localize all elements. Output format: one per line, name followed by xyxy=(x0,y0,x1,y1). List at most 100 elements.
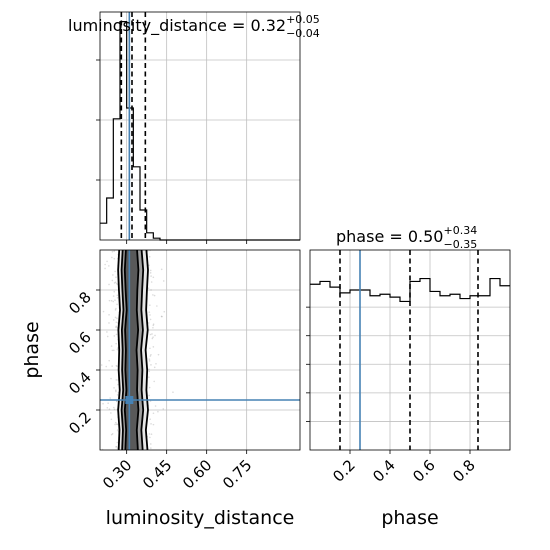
scatter-point xyxy=(149,272,152,274)
scatter-point xyxy=(149,355,152,357)
histogram-step-line xyxy=(310,277,510,303)
scatter-point xyxy=(149,443,152,445)
scatter-point xyxy=(113,335,116,337)
scatter-point xyxy=(113,408,116,411)
scatter-point xyxy=(110,433,113,436)
contour-line xyxy=(144,250,149,450)
scatter-point xyxy=(172,391,174,393)
tick-label: 0.8 xyxy=(65,288,95,318)
scatter-point xyxy=(114,316,117,319)
scatter-point xyxy=(152,323,155,325)
scatter-point xyxy=(113,387,115,389)
truth-marker xyxy=(125,396,134,404)
scatter-point xyxy=(153,294,156,297)
scatter-point xyxy=(150,433,153,435)
histogram-title: luminosity_distance = 0.32+0.05 −0.04 xyxy=(68,13,320,40)
scatter-point xyxy=(153,380,155,383)
scatter-point xyxy=(111,349,114,352)
scatter-point xyxy=(115,321,118,324)
scatter-point xyxy=(151,333,153,335)
scatter-point xyxy=(150,281,153,283)
scatter-point xyxy=(148,376,150,378)
contour-line xyxy=(117,250,121,450)
scatter-point xyxy=(113,290,116,293)
panel-hist-luminosity-distance: luminosity_distance = 0.32+0.05 −0.04 xyxy=(68,11,320,244)
scatter-point xyxy=(106,331,108,333)
scatter-point xyxy=(115,325,118,328)
scatter-point xyxy=(154,334,156,337)
tick-label: 0.4 xyxy=(369,456,399,486)
scatter-point xyxy=(153,366,156,369)
scatter-point xyxy=(114,299,116,301)
scatter-point xyxy=(114,421,117,424)
scatter-point xyxy=(149,347,151,350)
scatter-point xyxy=(112,319,115,321)
scatter-point xyxy=(150,289,152,291)
scatter-point xyxy=(116,423,119,426)
scatter-point xyxy=(108,283,110,286)
scatter-point xyxy=(108,408,111,410)
scatter-point xyxy=(116,441,119,444)
scatter-point xyxy=(149,304,151,306)
scatter-point xyxy=(108,265,110,267)
scatter-point xyxy=(150,447,152,449)
tick-label: 0.6 xyxy=(65,328,95,358)
tick-label: 0.45 xyxy=(139,456,175,492)
histogram-steps xyxy=(310,277,510,303)
scatter-point xyxy=(114,270,116,273)
scatter-point xyxy=(149,418,151,420)
quantile-lines xyxy=(120,12,147,240)
x-ticks: 0.30 0.45 0.60 0.75 xyxy=(99,450,255,492)
title-sub: −0.04 xyxy=(286,27,320,40)
scatter-point xyxy=(156,305,158,307)
contour-line xyxy=(123,250,128,450)
scatter-point xyxy=(96,349,98,351)
scatter-point xyxy=(147,287,150,290)
scatter-point xyxy=(116,294,119,297)
tick-label: 0.4 xyxy=(65,368,95,398)
tick-label: 0.2 xyxy=(65,408,95,438)
scatter-point xyxy=(152,294,154,296)
scatter-point xyxy=(108,359,110,362)
scatter-point xyxy=(113,257,116,260)
title-sup: +0.34 xyxy=(443,224,477,237)
scatter-point xyxy=(108,313,110,316)
scatter-point xyxy=(149,436,151,439)
scatter-point xyxy=(113,406,115,409)
scatter-point xyxy=(149,314,151,316)
contour-line xyxy=(140,250,145,450)
scatter-point xyxy=(115,390,117,393)
scatter-point xyxy=(148,264,150,267)
scatter-point xyxy=(148,358,151,360)
scatter-point xyxy=(163,310,166,313)
title-main: phase = 0.50 xyxy=(336,227,443,246)
scatter-point xyxy=(157,353,160,356)
scatter-point xyxy=(113,250,116,253)
scatter-point xyxy=(107,402,109,405)
scatter-point xyxy=(148,433,151,435)
tick-label: 0.60 xyxy=(179,456,215,492)
scatter-point xyxy=(115,282,118,285)
scatter-point xyxy=(116,317,118,320)
scatter-point xyxy=(152,412,155,415)
scatter-point xyxy=(112,300,115,303)
scatter-point xyxy=(102,402,104,405)
y-ticks xyxy=(96,59,248,244)
scatter-point xyxy=(116,303,118,306)
scatter-point xyxy=(115,276,117,279)
title-sup: +0.05 xyxy=(286,13,320,26)
scatter-point xyxy=(105,365,108,368)
scatter-point xyxy=(111,256,113,259)
scatter-point xyxy=(115,423,118,426)
scatter-point xyxy=(108,322,110,324)
scatter-point xyxy=(104,263,106,266)
scatter-point xyxy=(111,279,114,282)
scatter-point xyxy=(148,386,151,389)
scatter-point xyxy=(110,345,113,347)
scatter-point xyxy=(117,383,119,386)
scatter-point xyxy=(116,296,119,299)
scatter-point xyxy=(106,260,108,263)
scatter-point xyxy=(110,377,112,380)
scatter-point xyxy=(162,408,165,410)
title-sub: −0.35 xyxy=(443,238,477,251)
